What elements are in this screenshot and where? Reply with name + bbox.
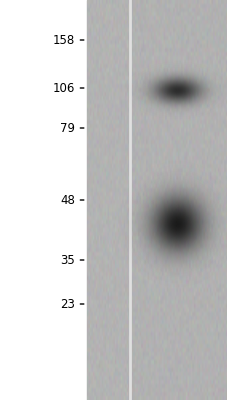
- Text: 106: 106: [53, 82, 75, 94]
- Text: 48: 48: [60, 194, 75, 206]
- Bar: [129, 0, 227, 400]
- Text: 23: 23: [60, 298, 75, 310]
- Text: 35: 35: [60, 254, 75, 266]
- Bar: [86, 0, 129, 400]
- Text: 158: 158: [53, 34, 75, 46]
- Text: 79: 79: [60, 122, 75, 134]
